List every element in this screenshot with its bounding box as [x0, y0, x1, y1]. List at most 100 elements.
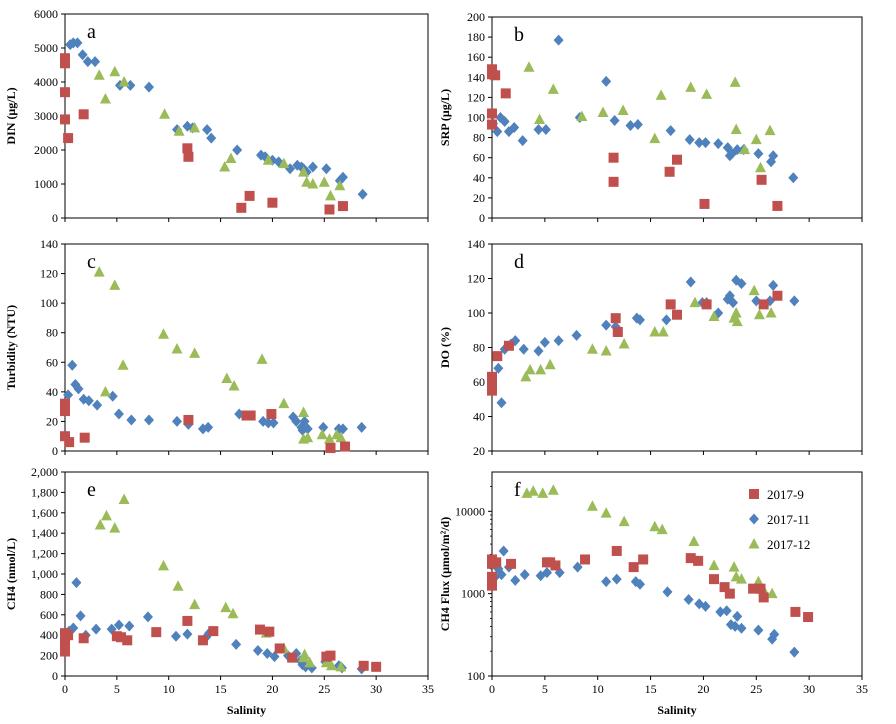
- point-2017-12: [109, 65, 121, 77]
- point-2017-12: [527, 485, 539, 496]
- point-2017-9: [287, 652, 298, 663]
- panel-label: b: [514, 24, 524, 46]
- point-2017-11: [713, 138, 724, 150]
- point-2017-11: [517, 135, 528, 147]
- point-2017-12: [547, 484, 559, 495]
- point-2017-11: [63, 389, 74, 401]
- point-2017-11: [77, 49, 88, 61]
- point-2017-12: [537, 487, 549, 498]
- point-2017-12: [586, 343, 598, 354]
- point-2017-11: [753, 148, 764, 160]
- point-2017-11: [126, 414, 137, 426]
- xlabel: Salinity: [227, 703, 266, 717]
- point-2017-9: [151, 627, 162, 638]
- point-2017-12: [228, 379, 240, 391]
- point-2017-9: [758, 299, 769, 310]
- point-2017-9: [724, 588, 735, 599]
- point-2017-9: [244, 190, 255, 201]
- point-2017-9: [487, 385, 497, 396]
- point-2017-11: [498, 545, 509, 557]
- point-2017-11: [601, 75, 612, 87]
- point-2017-11: [73, 383, 84, 395]
- point-2017-11: [321, 163, 332, 175]
- point-2017-9: [709, 574, 719, 585]
- point-2017-9: [612, 326, 623, 337]
- point-2017-12: [739, 143, 751, 155]
- point-2017-11: [144, 414, 155, 426]
- point-2017-11: [113, 408, 124, 420]
- panel-d: 20 40 60 80 100 120 140 DO (%) d: [438, 237, 863, 458]
- point-2017-12: [597, 106, 609, 117]
- point-2017-11: [125, 79, 136, 91]
- point-2017-11: [533, 124, 544, 136]
- point-2017-9: [60, 640, 70, 651]
- y-tick-label: 2,000: [31, 465, 58, 479]
- xlabel: Salinity: [657, 703, 696, 717]
- panel-f: 100 1000 10000 0 5 10 15 20 25 30 35 CH4 Flux (μmol…: [438, 471, 868, 717]
- y-tick-label: 600: [40, 608, 58, 622]
- point-2017-11: [318, 421, 329, 433]
- point-2017-12: [649, 132, 661, 144]
- point-2017-9: [245, 410, 256, 421]
- point-2017-11: [736, 278, 747, 290]
- point-2017-9: [491, 557, 502, 568]
- point-2017-9: [267, 197, 278, 208]
- point-2017-12: [701, 88, 713, 99]
- point-2017-12: [109, 279, 121, 290]
- point-2017-9: [545, 557, 556, 568]
- point-2017-12: [325, 189, 337, 201]
- y-tick-label: 1000: [34, 177, 58, 191]
- point-2017-12: [335, 660, 347, 672]
- point-2017-11: [356, 421, 367, 433]
- point-2017-12: [765, 307, 777, 318]
- point-2017-11: [789, 295, 800, 307]
- point-2017-11: [789, 646, 800, 658]
- point-2017-11: [357, 188, 368, 200]
- point-2017-12: [334, 179, 346, 191]
- point-2017-12: [649, 325, 661, 337]
- x-tick-label: 35: [856, 682, 868, 696]
- data-points: [60, 37, 368, 215]
- y-tick-label: 100: [467, 669, 485, 683]
- point-2017-11: [113, 619, 124, 631]
- point-2017-11: [90, 56, 101, 68]
- point-2017-9: [340, 441, 351, 452]
- point-2017-11: [728, 297, 739, 309]
- point-2017-9: [64, 437, 75, 448]
- y-tick-label: 1000: [461, 587, 485, 601]
- point-2017-11: [92, 399, 103, 411]
- panel-e: 02004006008001,0001,2001,4001,6001,8002,…: [4, 465, 434, 717]
- point-2017-11: [83, 395, 94, 407]
- point-2017-9: [638, 554, 649, 565]
- point-2017-12: [708, 559, 720, 570]
- point-2017-11: [252, 645, 263, 656]
- y-tick-label: 140: [40, 237, 58, 251]
- point-2017-12: [600, 507, 612, 518]
- y-tick-label: 800: [40, 587, 58, 601]
- point-2017-9: [266, 409, 277, 420]
- x-tick-label: 10: [592, 682, 604, 696]
- point-2017-12: [93, 266, 105, 277]
- point-2017-12: [750, 133, 762, 145]
- point-2017-11: [721, 605, 732, 617]
- point-2017-12: [753, 308, 765, 320]
- y-tick-label: 2000: [34, 143, 58, 157]
- point-2017-12: [586, 500, 598, 511]
- point-2017-11: [307, 161, 318, 173]
- y-tick-label: 180: [467, 30, 485, 44]
- point-2017-11: [753, 624, 764, 636]
- point-2017-12: [618, 515, 630, 527]
- ylabel: Turbidity (NTU): [4, 305, 18, 390]
- point-2017-12: [118, 76, 130, 87]
- point-2017-11: [496, 397, 507, 409]
- point-2017-11: [291, 415, 302, 427]
- x-tick-label: 0: [489, 682, 495, 696]
- point-2017-11: [635, 314, 645, 326]
- panel-label: a: [87, 21, 96, 43]
- point-2017-11: [571, 329, 582, 341]
- point-2017-11: [684, 134, 695, 146]
- point-2017-12: [520, 370, 532, 382]
- point-2017-12: [302, 431, 314, 443]
- point-2017-11: [768, 150, 779, 162]
- point-2017-9: [63, 630, 74, 641]
